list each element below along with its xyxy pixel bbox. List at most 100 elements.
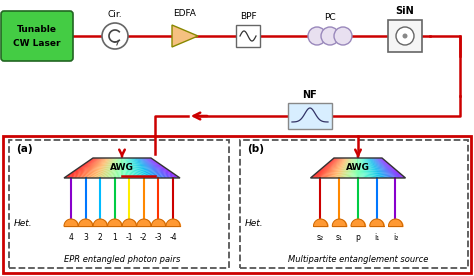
Bar bbox=[288, 103, 332, 129]
Text: Het.: Het. bbox=[14, 219, 33, 227]
Polygon shape bbox=[142, 158, 163, 178]
Polygon shape bbox=[128, 158, 135, 178]
Polygon shape bbox=[116, 158, 120, 178]
Polygon shape bbox=[359, 158, 360, 178]
Polygon shape bbox=[138, 158, 155, 178]
Text: (b): (b) bbox=[247, 144, 264, 154]
Polygon shape bbox=[331, 158, 345, 178]
Polygon shape bbox=[143, 158, 165, 178]
Text: EPR entangled photon pairs: EPR entangled photon pairs bbox=[64, 255, 180, 264]
Polygon shape bbox=[345, 158, 352, 178]
Polygon shape bbox=[358, 158, 359, 178]
Polygon shape bbox=[82, 158, 102, 178]
Polygon shape bbox=[368, 158, 379, 178]
Polygon shape bbox=[364, 158, 371, 178]
Polygon shape bbox=[382, 158, 405, 178]
Polygon shape bbox=[99, 158, 111, 178]
Polygon shape bbox=[325, 158, 342, 178]
Text: BPF: BPF bbox=[240, 12, 256, 21]
Polygon shape bbox=[337, 158, 348, 178]
Polygon shape bbox=[126, 158, 131, 178]
Text: 4: 4 bbox=[69, 232, 73, 242]
Polygon shape bbox=[132, 158, 144, 178]
Polygon shape bbox=[91, 158, 108, 178]
Polygon shape bbox=[373, 158, 388, 178]
Polygon shape bbox=[338, 158, 348, 178]
Polygon shape bbox=[128, 158, 137, 178]
Polygon shape bbox=[68, 158, 96, 178]
Text: (a): (a) bbox=[16, 144, 33, 154]
Polygon shape bbox=[136, 158, 151, 178]
Polygon shape bbox=[378, 158, 400, 178]
Polygon shape bbox=[134, 158, 146, 178]
Polygon shape bbox=[366, 158, 376, 178]
Polygon shape bbox=[142, 158, 164, 178]
Polygon shape bbox=[321, 158, 340, 178]
Polygon shape bbox=[130, 158, 139, 178]
Polygon shape bbox=[105, 158, 114, 178]
Polygon shape bbox=[146, 158, 173, 178]
Polygon shape bbox=[124, 158, 128, 178]
Polygon shape bbox=[133, 158, 145, 178]
Polygon shape bbox=[324, 158, 341, 178]
Polygon shape bbox=[353, 158, 356, 178]
Polygon shape bbox=[339, 158, 349, 178]
Polygon shape bbox=[123, 158, 127, 178]
Polygon shape bbox=[84, 158, 104, 178]
Polygon shape bbox=[327, 158, 343, 178]
Polygon shape bbox=[89, 158, 106, 178]
Polygon shape bbox=[314, 158, 337, 178]
Polygon shape bbox=[366, 158, 374, 178]
Polygon shape bbox=[355, 158, 357, 178]
Polygon shape bbox=[360, 158, 364, 178]
Polygon shape bbox=[150, 158, 180, 178]
Text: s₂: s₂ bbox=[317, 232, 324, 242]
FancyBboxPatch shape bbox=[9, 140, 229, 268]
Polygon shape bbox=[147, 158, 174, 178]
Polygon shape bbox=[365, 158, 372, 178]
Polygon shape bbox=[361, 158, 365, 178]
Polygon shape bbox=[172, 25, 198, 47]
Circle shape bbox=[321, 27, 339, 45]
Polygon shape bbox=[102, 158, 112, 178]
Polygon shape bbox=[380, 158, 403, 178]
Polygon shape bbox=[312, 158, 335, 178]
Text: NF: NF bbox=[302, 90, 318, 100]
Polygon shape bbox=[362, 158, 367, 178]
Polygon shape bbox=[71, 158, 97, 178]
Polygon shape bbox=[145, 158, 170, 178]
Polygon shape bbox=[140, 158, 160, 178]
Polygon shape bbox=[379, 158, 401, 178]
Polygon shape bbox=[381, 158, 404, 178]
Text: Cir.: Cir. bbox=[108, 10, 122, 19]
Polygon shape bbox=[137, 158, 154, 178]
Polygon shape bbox=[310, 158, 335, 178]
Polygon shape bbox=[94, 158, 109, 178]
Polygon shape bbox=[113, 158, 118, 178]
Polygon shape bbox=[334, 158, 346, 178]
Polygon shape bbox=[87, 158, 105, 178]
Text: -1: -1 bbox=[126, 232, 133, 242]
Polygon shape bbox=[90, 158, 107, 178]
Polygon shape bbox=[346, 158, 353, 178]
Polygon shape bbox=[372, 158, 386, 178]
Polygon shape bbox=[135, 158, 150, 178]
FancyBboxPatch shape bbox=[240, 140, 468, 268]
Polygon shape bbox=[109, 158, 116, 178]
Text: AWG: AWG bbox=[346, 163, 370, 172]
Bar bbox=[388, 20, 422, 52]
Polygon shape bbox=[100, 158, 112, 178]
Polygon shape bbox=[340, 158, 350, 178]
Polygon shape bbox=[131, 158, 142, 178]
Polygon shape bbox=[360, 158, 363, 178]
Polygon shape bbox=[356, 158, 357, 178]
Polygon shape bbox=[131, 158, 141, 178]
FancyBboxPatch shape bbox=[1, 11, 73, 61]
Polygon shape bbox=[322, 158, 341, 178]
Polygon shape bbox=[141, 158, 161, 178]
Polygon shape bbox=[375, 158, 393, 178]
Polygon shape bbox=[96, 158, 109, 178]
Polygon shape bbox=[369, 158, 381, 178]
Polygon shape bbox=[139, 158, 158, 178]
Polygon shape bbox=[148, 158, 176, 178]
